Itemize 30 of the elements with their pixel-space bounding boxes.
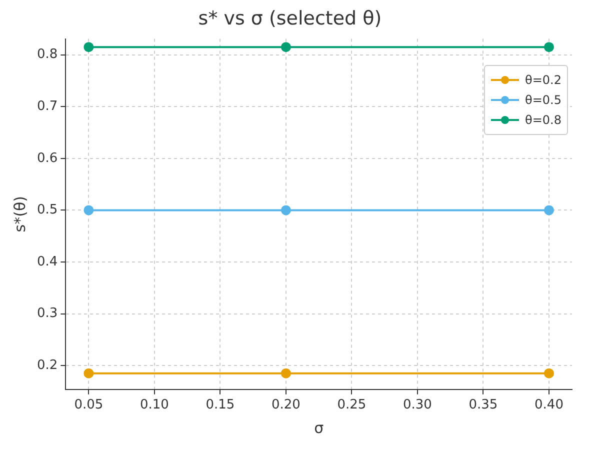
x-tick-label: 0.35 <box>468 398 498 413</box>
chart-title: s* vs σ (selected θ) <box>198 7 382 30</box>
x-tick-label: 0.15 <box>206 398 235 413</box>
x-tick-label: 0.30 <box>402 398 432 413</box>
point <box>84 368 94 378</box>
y-tick-label: 0.6 <box>36 150 58 166</box>
point <box>84 42 94 52</box>
x-tick-label: 0.20 <box>271 398 300 413</box>
point <box>544 368 554 378</box>
point <box>544 42 554 52</box>
x-tick-label: 0.25 <box>337 398 366 413</box>
point <box>544 205 554 216</box>
point <box>84 205 94 216</box>
y-tick-label: 0.8 <box>36 47 58 62</box>
legend-label: θ=0.2 <box>525 72 562 90</box>
y-tick-label: 0.2 <box>36 358 58 373</box>
x-tick-label: 0.40 <box>534 398 564 413</box>
y-tick-label: 0.5 <box>36 202 58 218</box>
x-tick-label: 0.05 <box>74 398 104 413</box>
legend-label: θ=0.8 <box>525 112 562 130</box>
point <box>280 205 291 216</box>
y-tick-label: 0.3 <box>36 306 58 322</box>
y-axis-title: s*(θ) <box>10 196 29 232</box>
point <box>280 368 291 378</box>
x-tick-label: 0.10 <box>140 398 169 413</box>
x-axis-title: σ <box>314 418 324 437</box>
point <box>280 42 291 52</box>
y-tick-label: 0.4 <box>36 254 58 270</box>
legend-label: θ=0.5 <box>525 92 562 110</box>
y-tick-label: 0.7 <box>36 99 58 114</box>
